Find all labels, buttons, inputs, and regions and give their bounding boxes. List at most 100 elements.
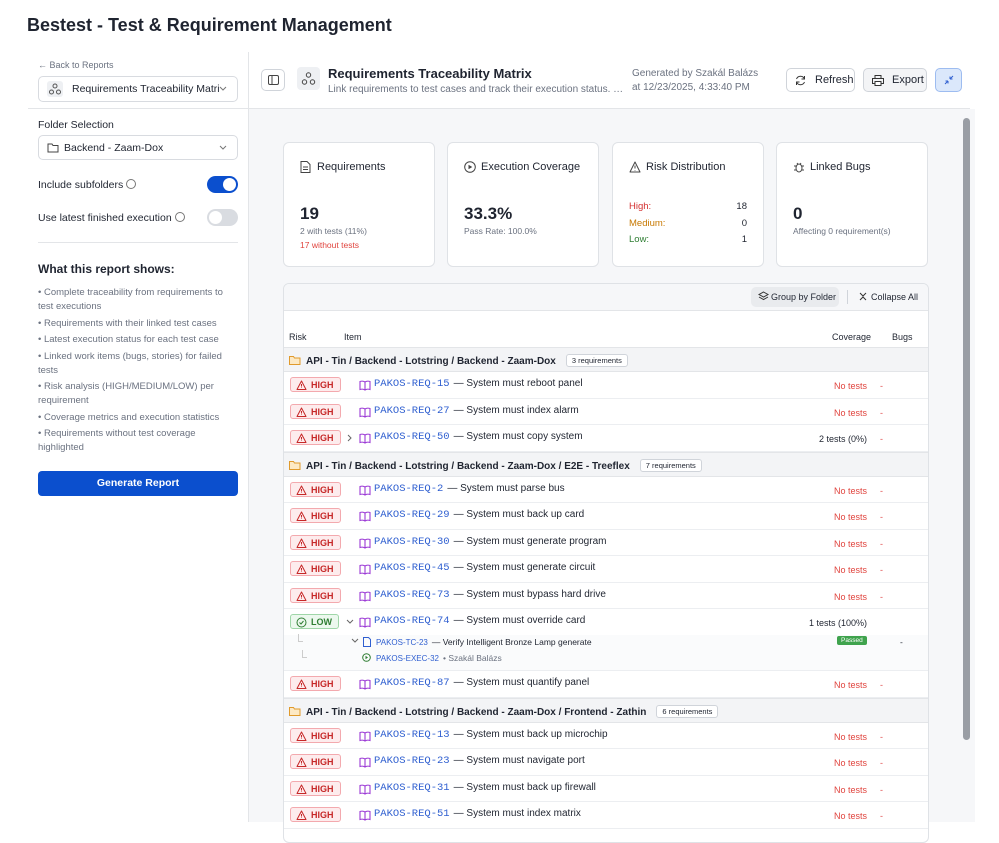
report-select[interactable]: Requirements Traceability Matri (38, 76, 238, 102)
generate-button[interactable]: Generate Report (38, 471, 238, 496)
requirement-row[interactable]: HIGHPAKOS-REQ-31— System must back up fi… (284, 776, 928, 803)
coverage: No tests (834, 539, 867, 549)
requirement: PAKOS-REQ-2 — System must parse bus (374, 483, 565, 495)
report-icon (47, 81, 63, 97)
requirement-row[interactable]: HIGHPAKOS-REQ-73— System must bypass har… (284, 583, 928, 610)
report-select-text: Requirements Traceability Matri (72, 83, 220, 95)
requirement-id[interactable]: PAKOS-REQ-29 (374, 509, 450, 521)
collapse-all[interactable]: Collapse All (859, 292, 918, 302)
requirement-title: — System must parse bus (447, 483, 564, 494)
requirement-row[interactable]: HIGH PAKOS-REQ-29 — System must back up ca… (284, 503, 928, 530)
requirement-id[interactable]: PAKOS-REQ-23 (374, 755, 450, 767)
coverage: No tests (834, 381, 867, 391)
requirement: PAKOS-REQ-51— System must index matrix (374, 808, 581, 820)
requirement-row[interactable]: HIGHPAKOS-REQ-45— System must generate c… (284, 556, 928, 583)
coverage: No tests (834, 486, 867, 496)
coverage-card: Execution Coverage 33.3% Pass Rate: 100.… (447, 142, 599, 267)
risk-value: 18 (736, 201, 747, 212)
risk-label: Low: (629, 234, 649, 245)
test-id[interactable]: PAKOS-TC-23 (376, 638, 428, 647)
table-body: API - Tin / Backend - Lotstring / Backen… (284, 347, 928, 829)
folder-select[interactable]: Backend - Zaam-Dox (38, 135, 238, 160)
requirement-row[interactable]: HIGHPAKOS-REQ-87— System must quantify p… (284, 671, 928, 698)
divider (28, 108, 248, 109)
requirement-row[interactable]: HIGHPAKOS-REQ-30— System must generate p… (284, 530, 928, 557)
requirement-row[interactable]: HIGHPAKOS-REQ-23— System must navigate p… (284, 749, 928, 776)
group-count: 7 requirements (640, 459, 702, 472)
warning-icon (296, 485, 307, 496)
group-row[interactable]: API - Tin / Backend - Lotstring / Backen… (284, 698, 928, 723)
bugs: - (880, 539, 883, 549)
requirement-icon (359, 407, 371, 418)
back-link[interactable]: ← Back to Reports (38, 60, 114, 70)
warning-icon (296, 511, 307, 522)
warning-icon (296, 784, 307, 795)
requirement: PAKOS-REQ-29 — System must back up card (374, 509, 584, 521)
exec-id[interactable]: PAKOS-EXEC-32 (376, 654, 439, 663)
latest-label: Use latest finished execution (38, 212, 185, 224)
requirement-icon (359, 757, 371, 768)
play-icon (464, 161, 476, 173)
export-button[interactable]: Export (863, 68, 927, 92)
card-title: Linked Bugs (810, 161, 871, 173)
requirement-id[interactable]: PAKOS-REQ-74 (374, 615, 450, 627)
requirement-icon (359, 380, 371, 391)
report-subtitle: Link requirements to test cases and trac… (328, 84, 628, 95)
requirement-row[interactable]: HIGHPAKOS-REQ-51— System must index matr… (284, 802, 928, 829)
requirement-id[interactable]: PAKOS-REQ-31 (374, 782, 450, 794)
requirement-id[interactable]: PAKOS-REQ-73 (374, 589, 450, 601)
requirement-row[interactable]: HIGHPAKOS-REQ-15— System must reboot pan… (284, 372, 928, 399)
requirement-id[interactable]: PAKOS-REQ-27 (374, 405, 450, 417)
card-note: Pass Rate: 100.0% (464, 226, 537, 236)
risk-badge: HIGH (290, 508, 341, 523)
refresh-text: Refresh (815, 74, 854, 86)
group-row[interactable]: API - Tin / Backend - Lotstring / Backen… (284, 347, 928, 372)
requirement-icon (359, 564, 371, 575)
risk-label: High: (629, 201, 651, 212)
requirement-row[interactable]: HIGHPAKOS-REQ-2— System must parse busNo… (284, 477, 928, 504)
test-title: — Verify Intelligent Bronze Lamp generat… (432, 637, 592, 647)
requirement-id[interactable]: PAKOS-REQ-51 (374, 808, 450, 820)
latest-toggle[interactable] (207, 209, 238, 226)
group-by-button[interactable]: Group by Folder (751, 287, 839, 307)
coverage: No tests (834, 680, 867, 690)
requirement-id[interactable]: PAKOS-REQ-50 (374, 431, 450, 443)
risk-label: Medium: (629, 218, 665, 229)
refresh-button[interactable]: Refresh (786, 68, 855, 92)
requirement-title: — System must back up card (454, 509, 585, 520)
exec-by: • Szakál Balázs (443, 653, 502, 663)
requirement-id[interactable]: PAKOS-REQ-15 (374, 378, 450, 390)
toggle-sidebar[interactable] (261, 69, 285, 91)
group-by-text: Group by Folder (771, 292, 836, 302)
bugs: - (880, 732, 883, 742)
matrix-table: Group by Folder Collapse All Risk Item C… (283, 283, 929, 843)
collapse-view-button[interactable] (935, 68, 962, 92)
requirement-row[interactable]: HIGHPAKOS-REQ-50— System must copy syste… (284, 425, 928, 452)
requirement-row[interactable]: HIGHPAKOS-REQ-27— System must index alar… (284, 399, 928, 426)
test-icon (363, 637, 371, 647)
card-value: 33.3% (464, 204, 512, 224)
folder-icon (47, 142, 59, 153)
group-name: API - Tin / Backend - Lotstring / Backen… (306, 355, 628, 368)
requirement-row[interactable]: HIGHPAKOS-REQ-13— System must back up mi… (284, 723, 928, 750)
requirement-title: — System must bypass hard drive (454, 589, 606, 600)
card-title: Execution Coverage (481, 161, 580, 173)
card-title: Requirements (317, 161, 385, 173)
subfolders-toggle[interactable] (207, 176, 238, 193)
group-row[interactable]: API - Tin / Backend - Lotstring / Backen… (284, 452, 928, 477)
requirement-row[interactable]: LOWPAKOS-REQ-74— System must override ca… (284, 609, 928, 671)
test-bugs: - (900, 637, 903, 647)
check-icon (296, 617, 307, 628)
app-title: Bestest - Test & Requirement Management (27, 15, 392, 36)
scrollbar[interactable] (963, 118, 970, 740)
coverage: No tests (834, 732, 867, 742)
requirement-id[interactable]: PAKOS-REQ-13 (374, 729, 450, 741)
requirement-id[interactable]: PAKOS-REQ-2 (374, 483, 443, 495)
requirement-id[interactable]: PAKOS-REQ-87 (374, 677, 450, 689)
execution-row: PAKOS-EXEC-32 • Szakál Balázs (284, 650, 928, 666)
divider (38, 242, 238, 243)
column-header: Coverage (832, 332, 871, 342)
requirement-id[interactable]: PAKOS-REQ-30 (374, 536, 450, 548)
bugs: - (880, 785, 883, 795)
requirement-id[interactable]: PAKOS-REQ-45 (374, 562, 450, 574)
